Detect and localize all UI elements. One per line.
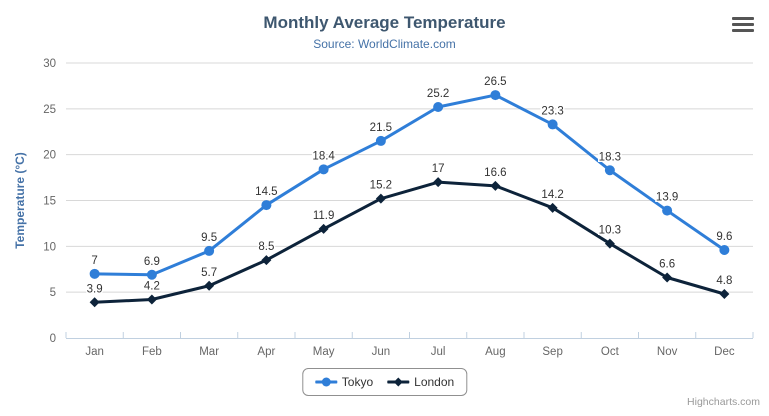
x-axis-label: May xyxy=(313,346,335,358)
y-axis-label: 5 xyxy=(50,287,56,299)
data-label: 9.6 xyxy=(716,231,732,243)
data-point-tokyo[interactable] xyxy=(146,269,157,280)
data-label: 4.8 xyxy=(716,275,732,287)
legend-marker-circle-icon xyxy=(314,377,337,387)
x-axis-label: Oct xyxy=(601,346,620,358)
x-axis-label: Aug xyxy=(485,346,505,358)
x-axis-label: Sep xyxy=(542,346,562,358)
x-axis-label: Dec xyxy=(714,346,735,358)
x-axis-label: Feb xyxy=(142,346,162,358)
x-axis-label: Mar xyxy=(199,346,219,358)
data-label: 14.2 xyxy=(541,189,563,201)
legend-label: London xyxy=(414,375,455,389)
y-axis-label: 30 xyxy=(43,58,56,70)
y-axis-label: 0 xyxy=(50,333,56,345)
data-point-tokyo[interactable] xyxy=(318,164,329,175)
data-label: 23.3 xyxy=(541,105,563,117)
data-label: 5.7 xyxy=(201,267,217,279)
data-point-tokyo[interactable] xyxy=(547,119,558,130)
legend-label: Tokyo xyxy=(341,375,374,389)
credits-link[interactable]: Highcharts.com xyxy=(687,396,760,408)
legend-item-tokyo[interactable]: Tokyo xyxy=(314,375,374,389)
chart-subtitle: Source: WorldClimate.com xyxy=(313,37,456,51)
data-point-london[interactable] xyxy=(433,177,444,188)
data-point-tokyo[interactable] xyxy=(261,200,272,211)
data-label: 9.5 xyxy=(201,232,217,244)
data-label: 10.3 xyxy=(599,225,621,237)
legend-item-london[interactable]: London xyxy=(387,375,454,389)
data-label: 17 xyxy=(432,163,445,175)
data-point-london[interactable] xyxy=(547,202,558,213)
data-point-tokyo[interactable] xyxy=(662,205,673,216)
data-point-tokyo[interactable] xyxy=(490,90,501,101)
y-axis-title: Temperature (°C) xyxy=(13,152,27,249)
data-label: 13.9 xyxy=(656,192,678,204)
data-point-london[interactable] xyxy=(146,294,157,305)
y-axis-label: 15 xyxy=(43,196,56,208)
data-point-london[interactable] xyxy=(261,255,272,266)
data-label: 14.5 xyxy=(255,186,277,198)
data-label: 21.5 xyxy=(370,122,392,134)
series-line-london[interactable] xyxy=(93,180,726,304)
x-axis-label: Nov xyxy=(657,346,678,358)
data-label: 18.3 xyxy=(599,151,621,163)
series-line-tokyo[interactable] xyxy=(93,93,726,277)
x-axis-label: Jul xyxy=(431,346,446,358)
data-point-tokyo[interactable] xyxy=(719,245,730,255)
x-axis-label: Apr xyxy=(257,346,275,358)
data-point-tokyo[interactable] xyxy=(604,165,615,176)
y-axis-label: 10 xyxy=(43,241,56,253)
data-label: 15.2 xyxy=(370,180,392,192)
data-point-tokyo[interactable] xyxy=(89,268,100,279)
data-label: 4.2 xyxy=(144,281,160,293)
data-label: 6.9 xyxy=(144,256,160,268)
data-label: 8.5 xyxy=(258,241,274,253)
hamburger-icon xyxy=(732,29,754,32)
y-axis-label: 25 xyxy=(43,104,56,116)
data-point-tokyo[interactable] xyxy=(433,102,444,112)
data-label: 16.6 xyxy=(484,167,506,179)
legend: Tokyo London xyxy=(301,368,468,396)
data-label: 6.6 xyxy=(659,259,675,271)
data-point-london[interactable] xyxy=(318,223,329,234)
legend-marker-diamond-icon xyxy=(387,377,410,387)
hamburger-icon xyxy=(732,17,754,20)
y-axis-label: 20 xyxy=(43,150,56,162)
data-point-london[interactable] xyxy=(375,193,386,204)
data-label: 18.4 xyxy=(312,150,335,162)
data-label: 25.2 xyxy=(427,88,449,100)
x-axis-label: Jun xyxy=(372,346,391,358)
data-point-london[interactable] xyxy=(490,180,501,191)
chart-context-menu-button[interactable] xyxy=(732,17,754,32)
data-point-london[interactable] xyxy=(719,289,730,299)
data-point-london[interactable] xyxy=(89,297,100,308)
hamburger-icon xyxy=(732,23,754,26)
data-point-london[interactable] xyxy=(662,272,673,283)
chart-title: Monthly Average Temperature xyxy=(263,13,506,32)
x-axis-label: Jan xyxy=(85,346,104,358)
data-label: 11.9 xyxy=(313,210,335,222)
data-point-tokyo[interactable] xyxy=(204,245,215,256)
data-point-tokyo[interactable] xyxy=(375,135,386,146)
data-label: 7 xyxy=(91,255,97,267)
data-label: 3.9 xyxy=(87,283,103,295)
data-label: 26.5 xyxy=(484,76,506,88)
data-point-london[interactable] xyxy=(604,238,615,249)
data-point-london[interactable] xyxy=(204,280,215,291)
